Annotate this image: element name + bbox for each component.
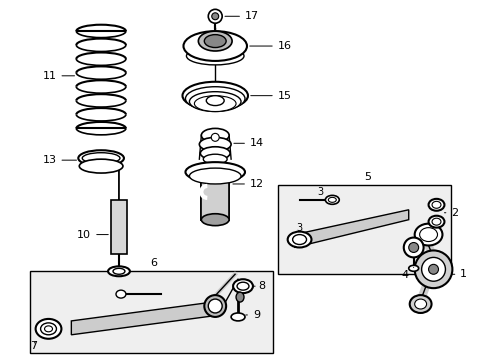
Ellipse shape (204, 35, 225, 48)
Text: 5: 5 (364, 172, 370, 182)
Bar (201, 180, 229, 220)
Ellipse shape (108, 266, 130, 276)
Circle shape (211, 133, 219, 141)
Text: 8: 8 (252, 281, 264, 291)
Ellipse shape (204, 295, 225, 317)
Ellipse shape (208, 299, 222, 313)
Ellipse shape (185, 162, 244, 182)
Ellipse shape (183, 31, 246, 61)
Ellipse shape (185, 87, 244, 111)
Ellipse shape (198, 31, 232, 51)
Text: 10: 10 (77, 230, 108, 239)
Ellipse shape (414, 224, 442, 246)
Ellipse shape (231, 313, 244, 321)
Text: 14: 14 (233, 138, 264, 148)
Ellipse shape (206, 96, 224, 105)
Ellipse shape (237, 282, 248, 290)
Ellipse shape (236, 292, 244, 302)
Ellipse shape (414, 299, 426, 309)
Bar (277, 185, 450, 274)
Ellipse shape (82, 153, 120, 164)
Ellipse shape (182, 82, 247, 109)
Text: 4: 4 (401, 267, 413, 280)
Ellipse shape (419, 228, 437, 242)
Ellipse shape (427, 216, 444, 228)
Text: 9: 9 (245, 310, 260, 320)
Ellipse shape (233, 279, 252, 293)
Circle shape (408, 243, 418, 252)
Text: 16: 16 (249, 41, 291, 51)
Text: 12: 12 (232, 179, 264, 189)
Ellipse shape (201, 214, 229, 226)
Text: 13: 13 (42, 155, 76, 165)
Ellipse shape (113, 268, 124, 274)
Ellipse shape (44, 326, 52, 332)
Bar (30, 271, 272, 353)
Text: 2: 2 (444, 208, 458, 218)
Text: 7: 7 (30, 341, 38, 351)
Text: 15: 15 (250, 91, 291, 101)
Ellipse shape (200, 147, 230, 159)
Ellipse shape (186, 47, 244, 65)
Ellipse shape (199, 137, 231, 151)
Polygon shape (71, 301, 220, 335)
Ellipse shape (41, 323, 56, 335)
Ellipse shape (287, 231, 311, 247)
Text: 3: 3 (296, 222, 302, 233)
Ellipse shape (116, 290, 126, 298)
Ellipse shape (203, 154, 226, 164)
Ellipse shape (292, 235, 306, 244)
Ellipse shape (189, 168, 241, 184)
Text: 11: 11 (42, 71, 74, 81)
Circle shape (403, 238, 423, 257)
Ellipse shape (408, 265, 418, 271)
Ellipse shape (427, 199, 444, 211)
Text: 1: 1 (451, 269, 467, 279)
Ellipse shape (194, 96, 236, 112)
Bar (111, 200, 127, 255)
Ellipse shape (189, 92, 241, 112)
Ellipse shape (421, 257, 445, 281)
Ellipse shape (431, 201, 440, 208)
Ellipse shape (79, 159, 122, 173)
Ellipse shape (414, 251, 451, 288)
Ellipse shape (431, 218, 440, 225)
Polygon shape (294, 210, 408, 247)
Ellipse shape (409, 295, 431, 313)
Text: 3: 3 (317, 187, 323, 197)
Text: 17: 17 (224, 11, 259, 21)
Ellipse shape (327, 197, 336, 202)
Text: 6: 6 (150, 258, 158, 268)
Ellipse shape (78, 150, 123, 166)
Ellipse shape (36, 319, 61, 339)
Ellipse shape (325, 195, 339, 204)
Ellipse shape (201, 129, 229, 142)
Circle shape (208, 9, 222, 23)
Ellipse shape (427, 264, 438, 274)
Circle shape (211, 13, 218, 20)
